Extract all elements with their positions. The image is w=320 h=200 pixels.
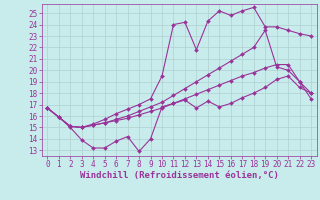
X-axis label: Windchill (Refroidissement éolien,°C): Windchill (Refroidissement éolien,°C) [80, 171, 279, 180]
